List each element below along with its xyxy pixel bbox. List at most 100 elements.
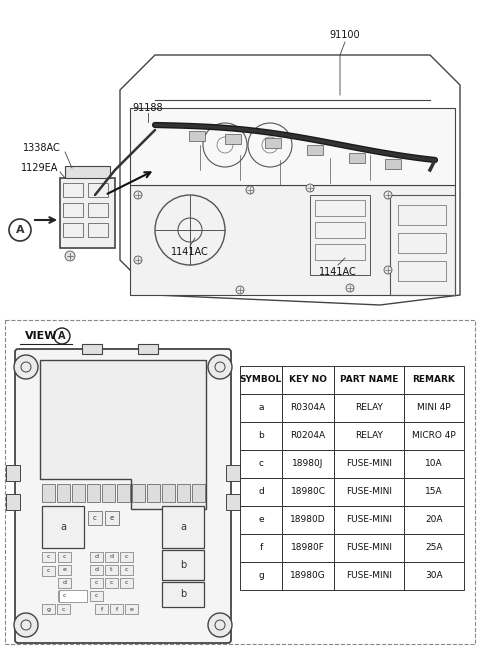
- Bar: [6, 494, 20, 510]
- Bar: [334, 478, 404, 506]
- Circle shape: [236, 286, 244, 294]
- Bar: [307, 145, 323, 155]
- Text: c: c: [63, 594, 66, 598]
- Text: 15A: 15A: [425, 487, 443, 497]
- Bar: [282, 366, 334, 394]
- Bar: [42, 483, 55, 502]
- Circle shape: [384, 266, 392, 274]
- Bar: [240, 422, 282, 450]
- Text: 1141AC: 1141AC: [319, 267, 357, 277]
- Bar: [58, 578, 71, 588]
- Bar: [240, 394, 282, 422]
- Text: d: d: [95, 567, 98, 573]
- Bar: [147, 483, 160, 502]
- Circle shape: [134, 191, 142, 199]
- Text: RELAY: RELAY: [355, 403, 383, 413]
- Text: SYMBOL: SYMBOL: [240, 375, 282, 384]
- Text: b: b: [180, 589, 186, 599]
- Bar: [162, 506, 204, 548]
- Text: a: a: [60, 522, 66, 532]
- Circle shape: [14, 355, 38, 379]
- Text: c: c: [259, 459, 264, 468]
- Bar: [42, 552, 55, 562]
- Bar: [58, 590, 71, 601]
- Text: 10A: 10A: [425, 459, 443, 468]
- Bar: [88, 511, 102, 525]
- Text: KEY NO: KEY NO: [289, 375, 327, 384]
- Bar: [42, 506, 84, 548]
- Bar: [240, 450, 282, 478]
- Text: a: a: [258, 403, 264, 413]
- Bar: [162, 582, 204, 607]
- Text: g: g: [47, 607, 50, 611]
- Text: e: e: [258, 516, 264, 525]
- Text: 18980F: 18980F: [291, 544, 325, 552]
- Circle shape: [306, 184, 314, 192]
- Bar: [88, 223, 108, 237]
- Bar: [334, 562, 404, 590]
- Bar: [90, 552, 103, 562]
- Bar: [105, 578, 118, 588]
- Polygon shape: [130, 108, 455, 185]
- Bar: [282, 478, 334, 506]
- Text: VIEW: VIEW: [25, 331, 58, 341]
- Bar: [282, 450, 334, 478]
- Bar: [177, 483, 190, 502]
- Bar: [88, 203, 108, 217]
- Bar: [82, 344, 101, 354]
- Bar: [398, 205, 446, 225]
- Bar: [88, 183, 108, 197]
- Text: 18980J: 18980J: [292, 459, 324, 468]
- Text: 18980D: 18980D: [290, 516, 326, 525]
- Bar: [162, 483, 175, 502]
- Text: c: c: [95, 581, 98, 585]
- Text: d: d: [95, 554, 98, 560]
- Text: 20A: 20A: [425, 516, 443, 525]
- Bar: [240, 366, 282, 394]
- Bar: [240, 562, 282, 590]
- Bar: [6, 465, 20, 481]
- Bar: [398, 261, 446, 281]
- Polygon shape: [130, 185, 455, 295]
- Bar: [60, 178, 115, 248]
- Bar: [282, 562, 334, 590]
- Text: c: c: [125, 567, 128, 573]
- Text: d: d: [109, 554, 113, 560]
- Text: a: a: [180, 522, 186, 532]
- Circle shape: [208, 355, 232, 379]
- Text: g: g: [258, 571, 264, 581]
- Text: d: d: [258, 487, 264, 497]
- Bar: [192, 483, 205, 502]
- Bar: [334, 366, 404, 394]
- Text: c: c: [110, 581, 113, 585]
- Text: c: c: [95, 594, 98, 598]
- Bar: [240, 534, 282, 562]
- Bar: [57, 483, 70, 502]
- Text: f: f: [259, 544, 263, 552]
- Bar: [404, 366, 464, 394]
- Bar: [110, 604, 123, 615]
- Text: 1338AC: 1338AC: [23, 143, 61, 153]
- Circle shape: [14, 613, 38, 637]
- Text: R0304A: R0304A: [290, 403, 325, 413]
- Bar: [226, 494, 240, 510]
- Bar: [59, 590, 87, 602]
- Bar: [334, 394, 404, 422]
- Bar: [162, 550, 204, 580]
- Bar: [404, 394, 464, 422]
- Text: d: d: [62, 581, 67, 585]
- FancyBboxPatch shape: [15, 349, 231, 643]
- Text: f: f: [115, 607, 118, 611]
- Text: e: e: [110, 515, 114, 521]
- Text: 30A: 30A: [425, 571, 443, 581]
- Text: MINI 4P: MINI 4P: [417, 403, 451, 413]
- Text: c: c: [47, 554, 50, 560]
- Text: A: A: [16, 225, 24, 235]
- Bar: [95, 604, 108, 615]
- Bar: [334, 450, 404, 478]
- Text: f: f: [100, 607, 103, 611]
- Text: e: e: [62, 567, 66, 573]
- Text: b: b: [180, 560, 186, 569]
- Bar: [282, 534, 334, 562]
- Circle shape: [384, 191, 392, 199]
